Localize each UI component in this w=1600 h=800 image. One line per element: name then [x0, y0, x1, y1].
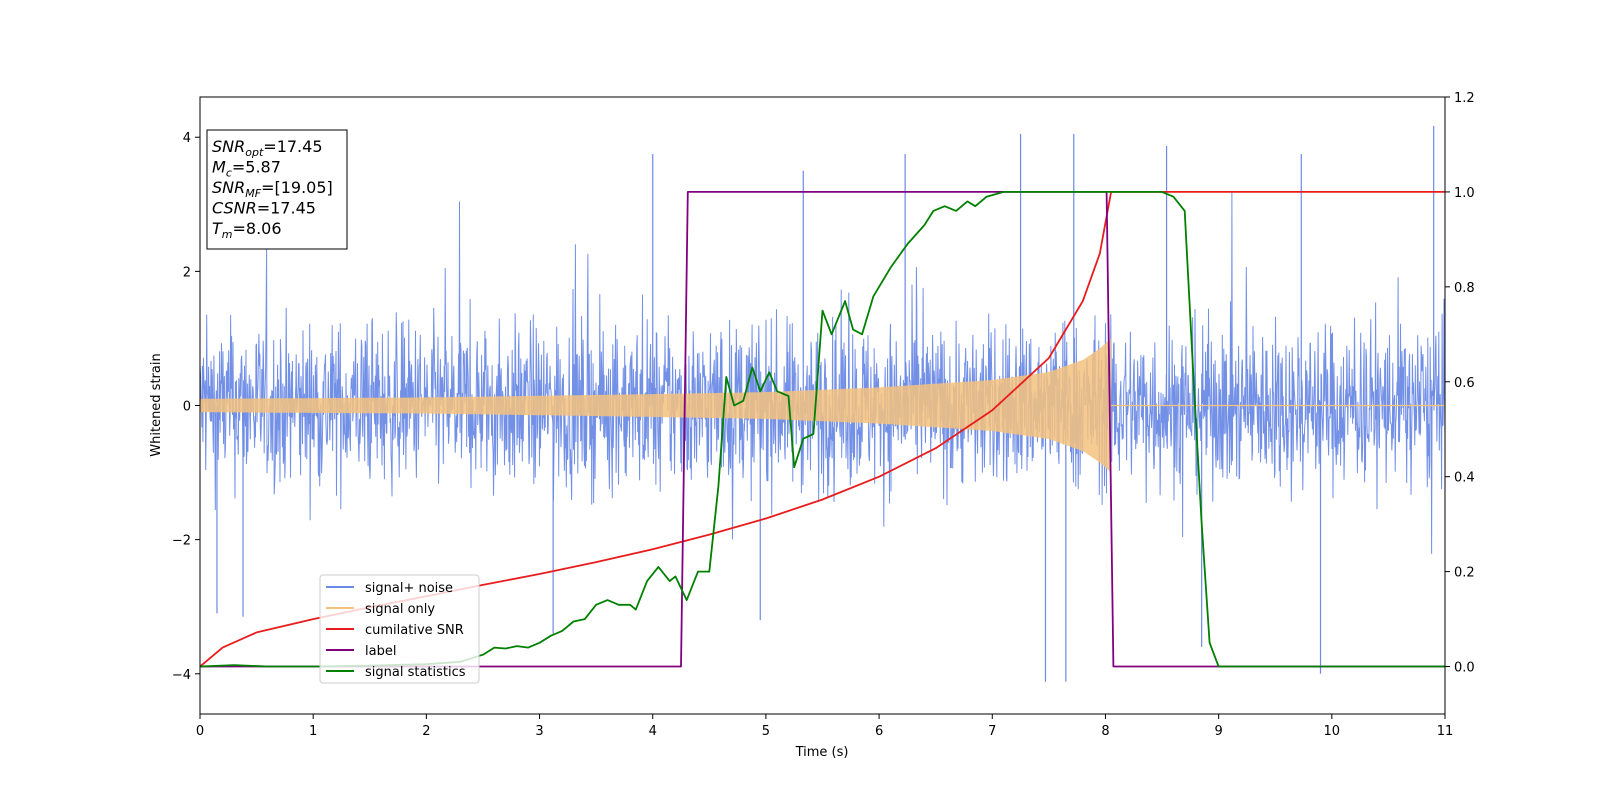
y-right-tick-label: 1.0: [1454, 186, 1475, 201]
legend: signal+ noise signal only cumilative SNR la…: [319, 574, 480, 684]
legend-label: signal only: [365, 602, 435, 617]
x-tick-label: 0: [196, 724, 204, 739]
annotation-line: Mc=5.87: [212, 158, 281, 180]
y-axis-title: Whitened strain: [149, 353, 164, 456]
y-right-tick-label: 0.0: [1454, 661, 1475, 676]
legend-label: signal statistics: [365, 665, 466, 680]
legend-label: cumilative SNR: [365, 623, 464, 638]
annotation-line: Tm=8.06: [212, 219, 282, 241]
x-tick-label: 4: [649, 724, 657, 739]
y-tick-label: 2: [183, 265, 191, 280]
annotation-line: SNRMF=[19.05]: [212, 178, 333, 200]
x-tick-label: 7: [988, 724, 996, 739]
legend-label: label: [365, 644, 396, 659]
y-tick-label: −2: [172, 534, 191, 549]
x-tick-label: 8: [1101, 724, 1109, 739]
y-right-tick-label: 0.4: [1454, 471, 1475, 486]
annotation-line: CSNR=17.45: [212, 199, 316, 218]
y-right-tick-label: 1.2: [1454, 91, 1475, 106]
series-label-line: [200, 191, 1445, 668]
y-tick-label: 4: [183, 131, 191, 146]
series-layer: [200, 125, 1445, 682]
x-tick-label: 5: [762, 724, 770, 739]
y-right-tick-label: 0.2: [1454, 566, 1475, 581]
series-signal-only-band: [200, 338, 1112, 473]
x-tick-label: 11: [1437, 724, 1454, 739]
axes-layer: 0 1 2 3 4 5 6 7 8 9 10 11 −4 −2 0 2 4 0.0 0.2 0.4 0.6 0.8 1.0 1…: [172, 91, 1475, 739]
y-right-tick-label: 0.6: [1454, 376, 1475, 391]
x-tick-label: 10: [1324, 724, 1341, 739]
x-tick-label: 3: [535, 724, 543, 739]
series-signal-statistics-line: [200, 191, 1445, 668]
x-tick-label: 6: [875, 724, 883, 739]
annotation-line: SNRopt=17.45: [212, 137, 323, 159]
y-tick-label: −4: [172, 668, 191, 683]
x-axis-title: Time (s): [795, 745, 849, 760]
annotation-box: SNRopt=17.45Mc=5.87SNRMF=[19.05]CSNR=17.…: [206, 129, 348, 250]
x-tick-label: 2: [422, 724, 430, 739]
y-tick-label: 0: [183, 400, 191, 415]
y-right-tick-label: 0.8: [1454, 281, 1475, 296]
x-tick-label: 1: [309, 724, 317, 739]
legend-label: signal+ noise: [365, 581, 453, 596]
x-tick-label: 9: [1214, 724, 1222, 739]
